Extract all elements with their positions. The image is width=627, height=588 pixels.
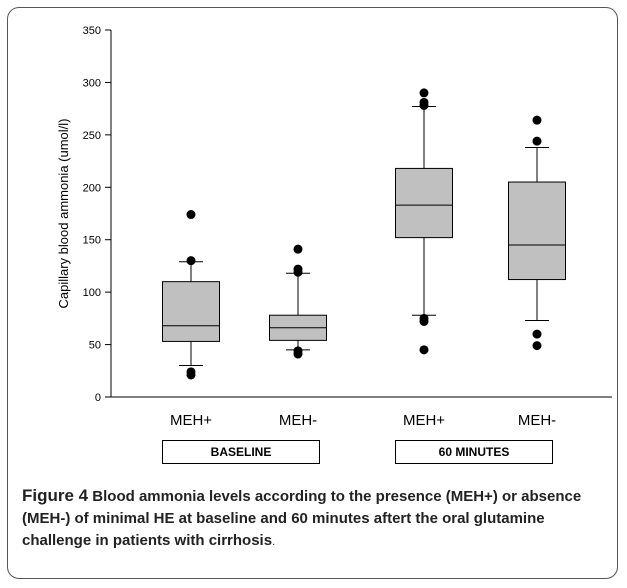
box-iqr — [395, 167, 453, 239]
group-label-60-minutes: 60 MINUTES — [395, 440, 553, 464]
x-category-label: MEH- — [518, 412, 556, 429]
outlier-point — [419, 97, 429, 107]
outlier-point — [532, 329, 542, 339]
outlier-point — [186, 367, 196, 377]
y-tick-label: 200 — [83, 182, 101, 194]
outlier-point — [532, 136, 542, 146]
y-tick-label: 300 — [83, 77, 101, 89]
box-1 — [269, 244, 327, 359]
outlier-point — [532, 341, 542, 351]
group-label-baseline: BASELINE — [162, 440, 320, 464]
outlier-point — [186, 210, 196, 220]
outlier-point — [419, 88, 429, 98]
x-category-label: MEH+ — [170, 412, 212, 429]
caption-lead: Figure 4 — [22, 486, 89, 505]
box-3 — [508, 115, 566, 351]
box-0 — [162, 210, 220, 380]
outlier-point — [293, 264, 303, 274]
figure-caption: Figure 4 Blood ammonia levels according … — [22, 485, 612, 553]
y-tick-label: 100 — [83, 287, 101, 299]
y-axis-label: Capillary blood ammonia (umol/l) — [56, 118, 71, 308]
box-iqr — [508, 181, 566, 281]
outlier-point — [293, 346, 303, 356]
caption-end: . — [272, 536, 276, 548]
x-category-label: MEH- — [279, 412, 317, 429]
y-tick-label: 50 — [89, 340, 101, 352]
outlier-point — [419, 313, 429, 323]
box-2 — [395, 88, 453, 355]
outlier-point — [532, 115, 542, 125]
box-iqr — [162, 281, 220, 342]
y-tick-label: 150 — [83, 235, 101, 247]
boxplot-chart: 0 50 100 150 200 250 300 350 Capillary blood amm… — [56, 25, 612, 429]
outlier-point — [419, 345, 429, 355]
figure-frame — [7, 7, 618, 579]
y-tick-label: 0 — [95, 392, 101, 404]
y-tick-label: 250 — [83, 130, 101, 142]
x-category-label: MEH+ — [403, 412, 445, 429]
outlier-point — [293, 244, 303, 254]
outlier-point — [186, 256, 196, 266]
y-tick-label: 350 — [83, 25, 101, 37]
caption-body: Blood ammonia levels according to the pr… — [22, 488, 582, 549]
